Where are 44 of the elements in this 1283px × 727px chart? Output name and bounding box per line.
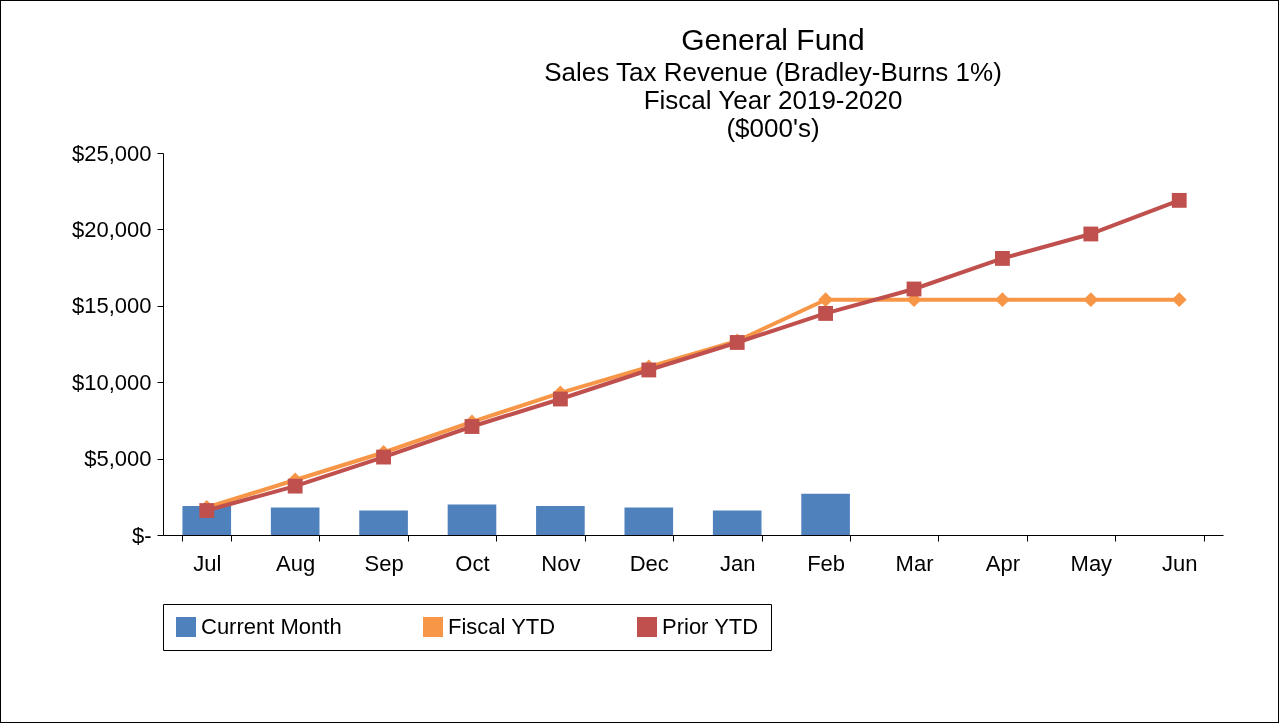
y-tick-label: $25,000 bbox=[71, 140, 152, 166]
x-tick-label: Oct bbox=[455, 550, 490, 576]
chart-subtitle: Sales Tax Revenue (Bradley-Burns 1%) bbox=[544, 57, 1002, 87]
bar bbox=[359, 510, 408, 535]
point bbox=[818, 292, 834, 308]
point bbox=[995, 292, 1010, 308]
y-tick-label: $5,000 bbox=[84, 446, 152, 472]
text: ($000's) bbox=[726, 113, 820, 143]
point bbox=[1083, 292, 1099, 308]
bar bbox=[270, 507, 320, 535]
point bbox=[1171, 192, 1187, 208]
x-tick-label: Dec bbox=[629, 550, 669, 576]
x-tick-label: Feb bbox=[807, 550, 846, 576]
point bbox=[1171, 292, 1187, 308]
y-tick-label: $20,000 bbox=[71, 216, 152, 242]
x-tick-label: May bbox=[1070, 550, 1113, 576]
point bbox=[464, 419, 480, 434]
x-tick-label: Sep bbox=[364, 550, 404, 576]
bar bbox=[447, 504, 497, 535]
bar bbox=[801, 493, 850, 535]
bar bbox=[624, 507, 674, 535]
y-tick-label: $15,000 bbox=[71, 293, 152, 319]
x-tick-label: Jul bbox=[193, 550, 222, 576]
point bbox=[376, 449, 391, 465]
text: Fiscal Year 2019-2020 bbox=[643, 85, 903, 115]
x-tick-label: Jun bbox=[1162, 550, 1198, 576]
y-tick-label: $10,000 bbox=[71, 369, 152, 395]
x-tick-label: Aug bbox=[276, 550, 316, 576]
x-tick-label: Apr bbox=[985, 550, 1021, 576]
chart-title: General Fund bbox=[681, 23, 865, 56]
x-tick-label: Mar bbox=[895, 550, 934, 576]
bar bbox=[712, 510, 762, 535]
legend-label: Fiscal YTD bbox=[448, 614, 556, 639]
x-tick-label: Jan bbox=[719, 550, 756, 576]
bar bbox=[536, 505, 585, 535]
y-tick-label: $- bbox=[131, 522, 152, 548]
point bbox=[1083, 226, 1099, 242]
point bbox=[287, 478, 303, 494]
point bbox=[995, 251, 1010, 266]
legend-label: Prior YTD bbox=[662, 614, 759, 639]
x-tick-label: Nov bbox=[541, 550, 581, 576]
point bbox=[818, 306, 834, 321]
legend-label: Current Month bbox=[201, 614, 342, 639]
point bbox=[552, 391, 568, 407]
